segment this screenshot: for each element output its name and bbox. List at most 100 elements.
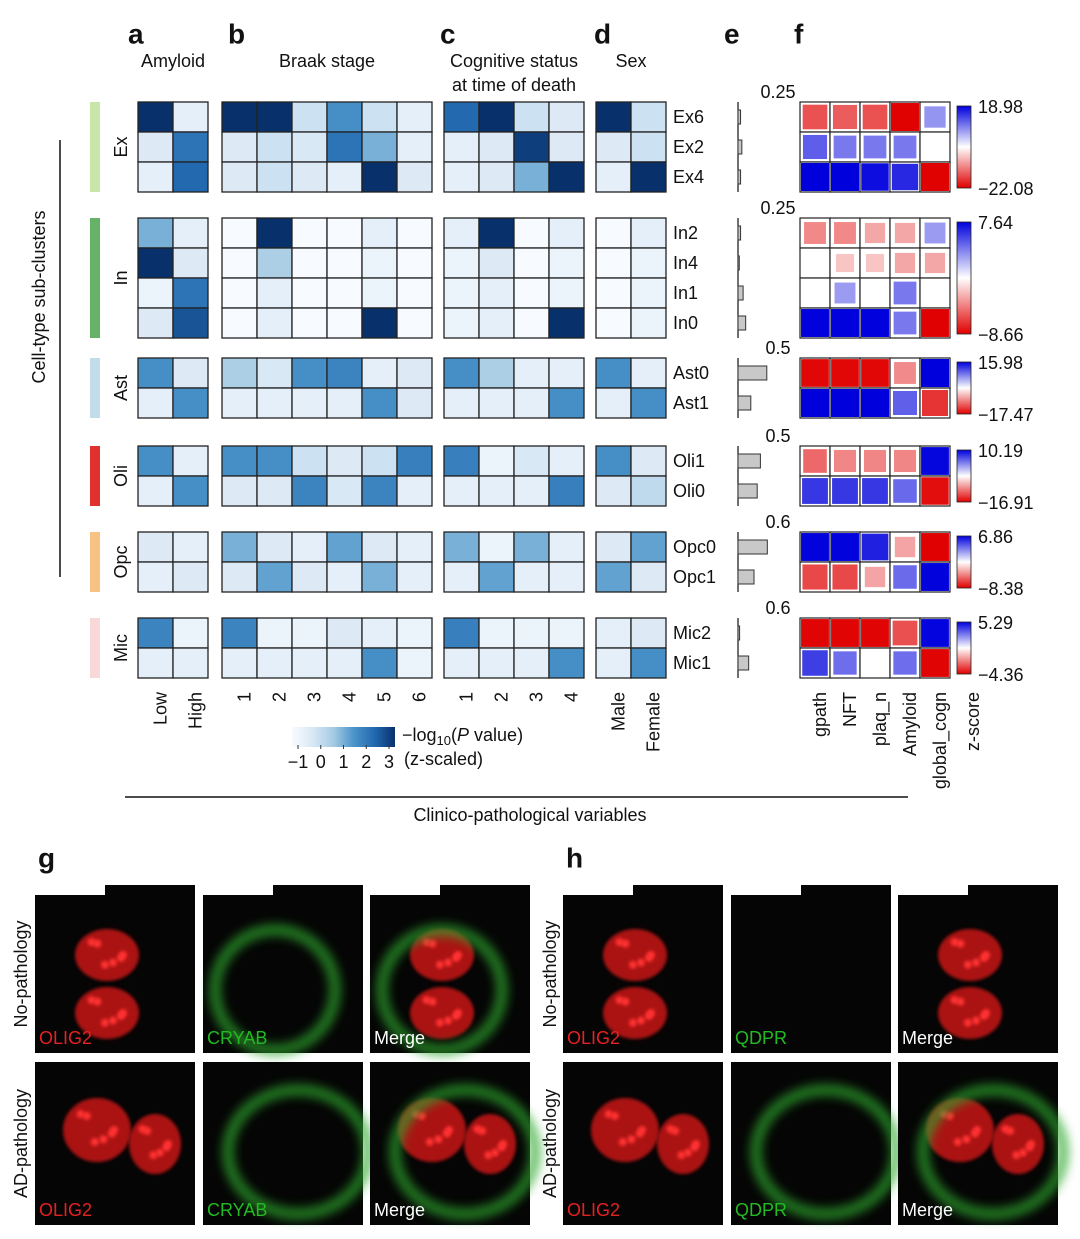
row-label: Mic1 bbox=[673, 653, 711, 673]
legend-tick-label: −1 bbox=[288, 752, 309, 772]
f-square bbox=[894, 536, 916, 558]
column-group-title: Sex bbox=[615, 51, 646, 71]
stain-label: Merge bbox=[902, 1028, 953, 1048]
heatmap-cell bbox=[361, 617, 398, 649]
heatmap-cell bbox=[221, 277, 258, 309]
heatmap-cell bbox=[513, 531, 550, 563]
f-square bbox=[832, 104, 858, 130]
e-axis-max: 0.6 bbox=[765, 598, 790, 618]
f-colorbar-max: 7.64 bbox=[978, 213, 1013, 233]
heatmap-cell bbox=[221, 131, 258, 163]
heatmap-cell bbox=[513, 561, 550, 593]
panel-letter: b bbox=[228, 18, 245, 49]
row-label: In4 bbox=[673, 253, 698, 273]
red-speck bbox=[451, 953, 460, 962]
f-square bbox=[893, 311, 917, 335]
red-speck bbox=[1006, 1126, 1015, 1135]
heatmap-cell bbox=[172, 161, 209, 193]
panel-letter: d bbox=[594, 18, 611, 49]
f-colorbar bbox=[956, 621, 972, 675]
f-square bbox=[835, 253, 855, 273]
heatmap-cell bbox=[137, 101, 174, 133]
heatmap-cell bbox=[396, 247, 433, 279]
heatmap-cell bbox=[630, 617, 667, 649]
stain-label: Merge bbox=[374, 1200, 425, 1220]
row-label: Oli0 bbox=[673, 481, 705, 501]
heatmap-cell bbox=[291, 217, 328, 249]
heatmap-cell bbox=[548, 561, 585, 593]
f-square bbox=[864, 566, 886, 588]
heatmap-cell bbox=[396, 617, 433, 649]
heatmap-cell bbox=[361, 475, 398, 507]
red-speck bbox=[621, 997, 630, 1006]
f-square bbox=[893, 479, 917, 503]
heatmap-cell bbox=[221, 475, 258, 507]
f-square bbox=[861, 619, 889, 647]
heatmap-cell bbox=[361, 357, 398, 389]
heatmap-cell bbox=[172, 617, 209, 649]
red-speck bbox=[109, 958, 118, 967]
red-speck bbox=[444, 958, 453, 967]
heatmap-cell bbox=[595, 131, 632, 163]
f-square bbox=[861, 163, 889, 191]
legend-title-part: −log bbox=[402, 725, 437, 745]
heatmap-cell bbox=[137, 531, 174, 563]
heatmap-cell bbox=[595, 357, 632, 389]
e-bar bbox=[737, 315, 747, 331]
red-speck bbox=[628, 960, 637, 969]
f-square bbox=[801, 359, 829, 387]
f-square bbox=[863, 135, 887, 159]
heatmap-cell bbox=[595, 217, 632, 249]
f-colorbar-min: −4.36 bbox=[978, 665, 1024, 685]
f-square bbox=[802, 564, 828, 590]
panel-letter: h bbox=[566, 842, 583, 873]
legend-tick-label: 3 bbox=[384, 752, 394, 772]
micrograph-tab bbox=[801, 885, 891, 895]
group-label: Oli bbox=[111, 465, 131, 487]
heatmap-cell bbox=[478, 445, 515, 477]
legend-title-part: value) bbox=[469, 725, 523, 745]
heatmap-cell bbox=[478, 277, 515, 309]
column-group-title: Cognitive status bbox=[450, 51, 578, 71]
heatmap-cell bbox=[396, 217, 433, 249]
heatmap-cell bbox=[361, 161, 398, 193]
heatmap-cell bbox=[137, 161, 174, 193]
f-cell bbox=[799, 277, 831, 309]
group-label: Ast bbox=[111, 375, 131, 401]
heatmap-cell bbox=[630, 217, 667, 249]
f-colorbar-max: 6.86 bbox=[978, 527, 1013, 547]
heatmap-cell bbox=[630, 475, 667, 507]
heatmap-cell bbox=[630, 445, 667, 477]
column-label: High bbox=[185, 692, 205, 729]
heatmap-cell bbox=[443, 617, 480, 649]
red-speck bbox=[435, 960, 444, 969]
heatmap-cell bbox=[326, 131, 363, 163]
row-label: Oli1 bbox=[673, 451, 705, 471]
f-square bbox=[894, 222, 916, 244]
red-speck bbox=[945, 1111, 954, 1120]
e-bar bbox=[737, 169, 742, 185]
f-cell bbox=[859, 277, 891, 309]
f-square bbox=[861, 309, 889, 337]
micrograph bbox=[731, 895, 891, 1053]
heatmap-cell bbox=[256, 131, 293, 163]
f-square bbox=[921, 477, 949, 505]
stain-label: OLIG2 bbox=[39, 1200, 92, 1220]
red-speck bbox=[683, 1148, 692, 1157]
heatmap-cell bbox=[291, 131, 328, 163]
stain-label: OLIG2 bbox=[567, 1028, 620, 1048]
stain-label: Merge bbox=[902, 1200, 953, 1220]
heatmap-cell bbox=[256, 387, 293, 419]
f-square bbox=[924, 222, 946, 244]
heatmap-cell bbox=[221, 617, 258, 649]
f-square bbox=[893, 135, 917, 159]
heatmap-cell bbox=[595, 531, 632, 563]
heatmap-cell bbox=[443, 161, 480, 193]
heatmap-cell bbox=[256, 217, 293, 249]
f-square bbox=[862, 104, 888, 130]
heatmap-cell bbox=[548, 531, 585, 563]
heatmap-cell bbox=[256, 307, 293, 339]
column-label: 3 bbox=[304, 692, 324, 702]
heatmap-cell bbox=[513, 247, 550, 279]
heatmap-cell bbox=[443, 131, 480, 163]
